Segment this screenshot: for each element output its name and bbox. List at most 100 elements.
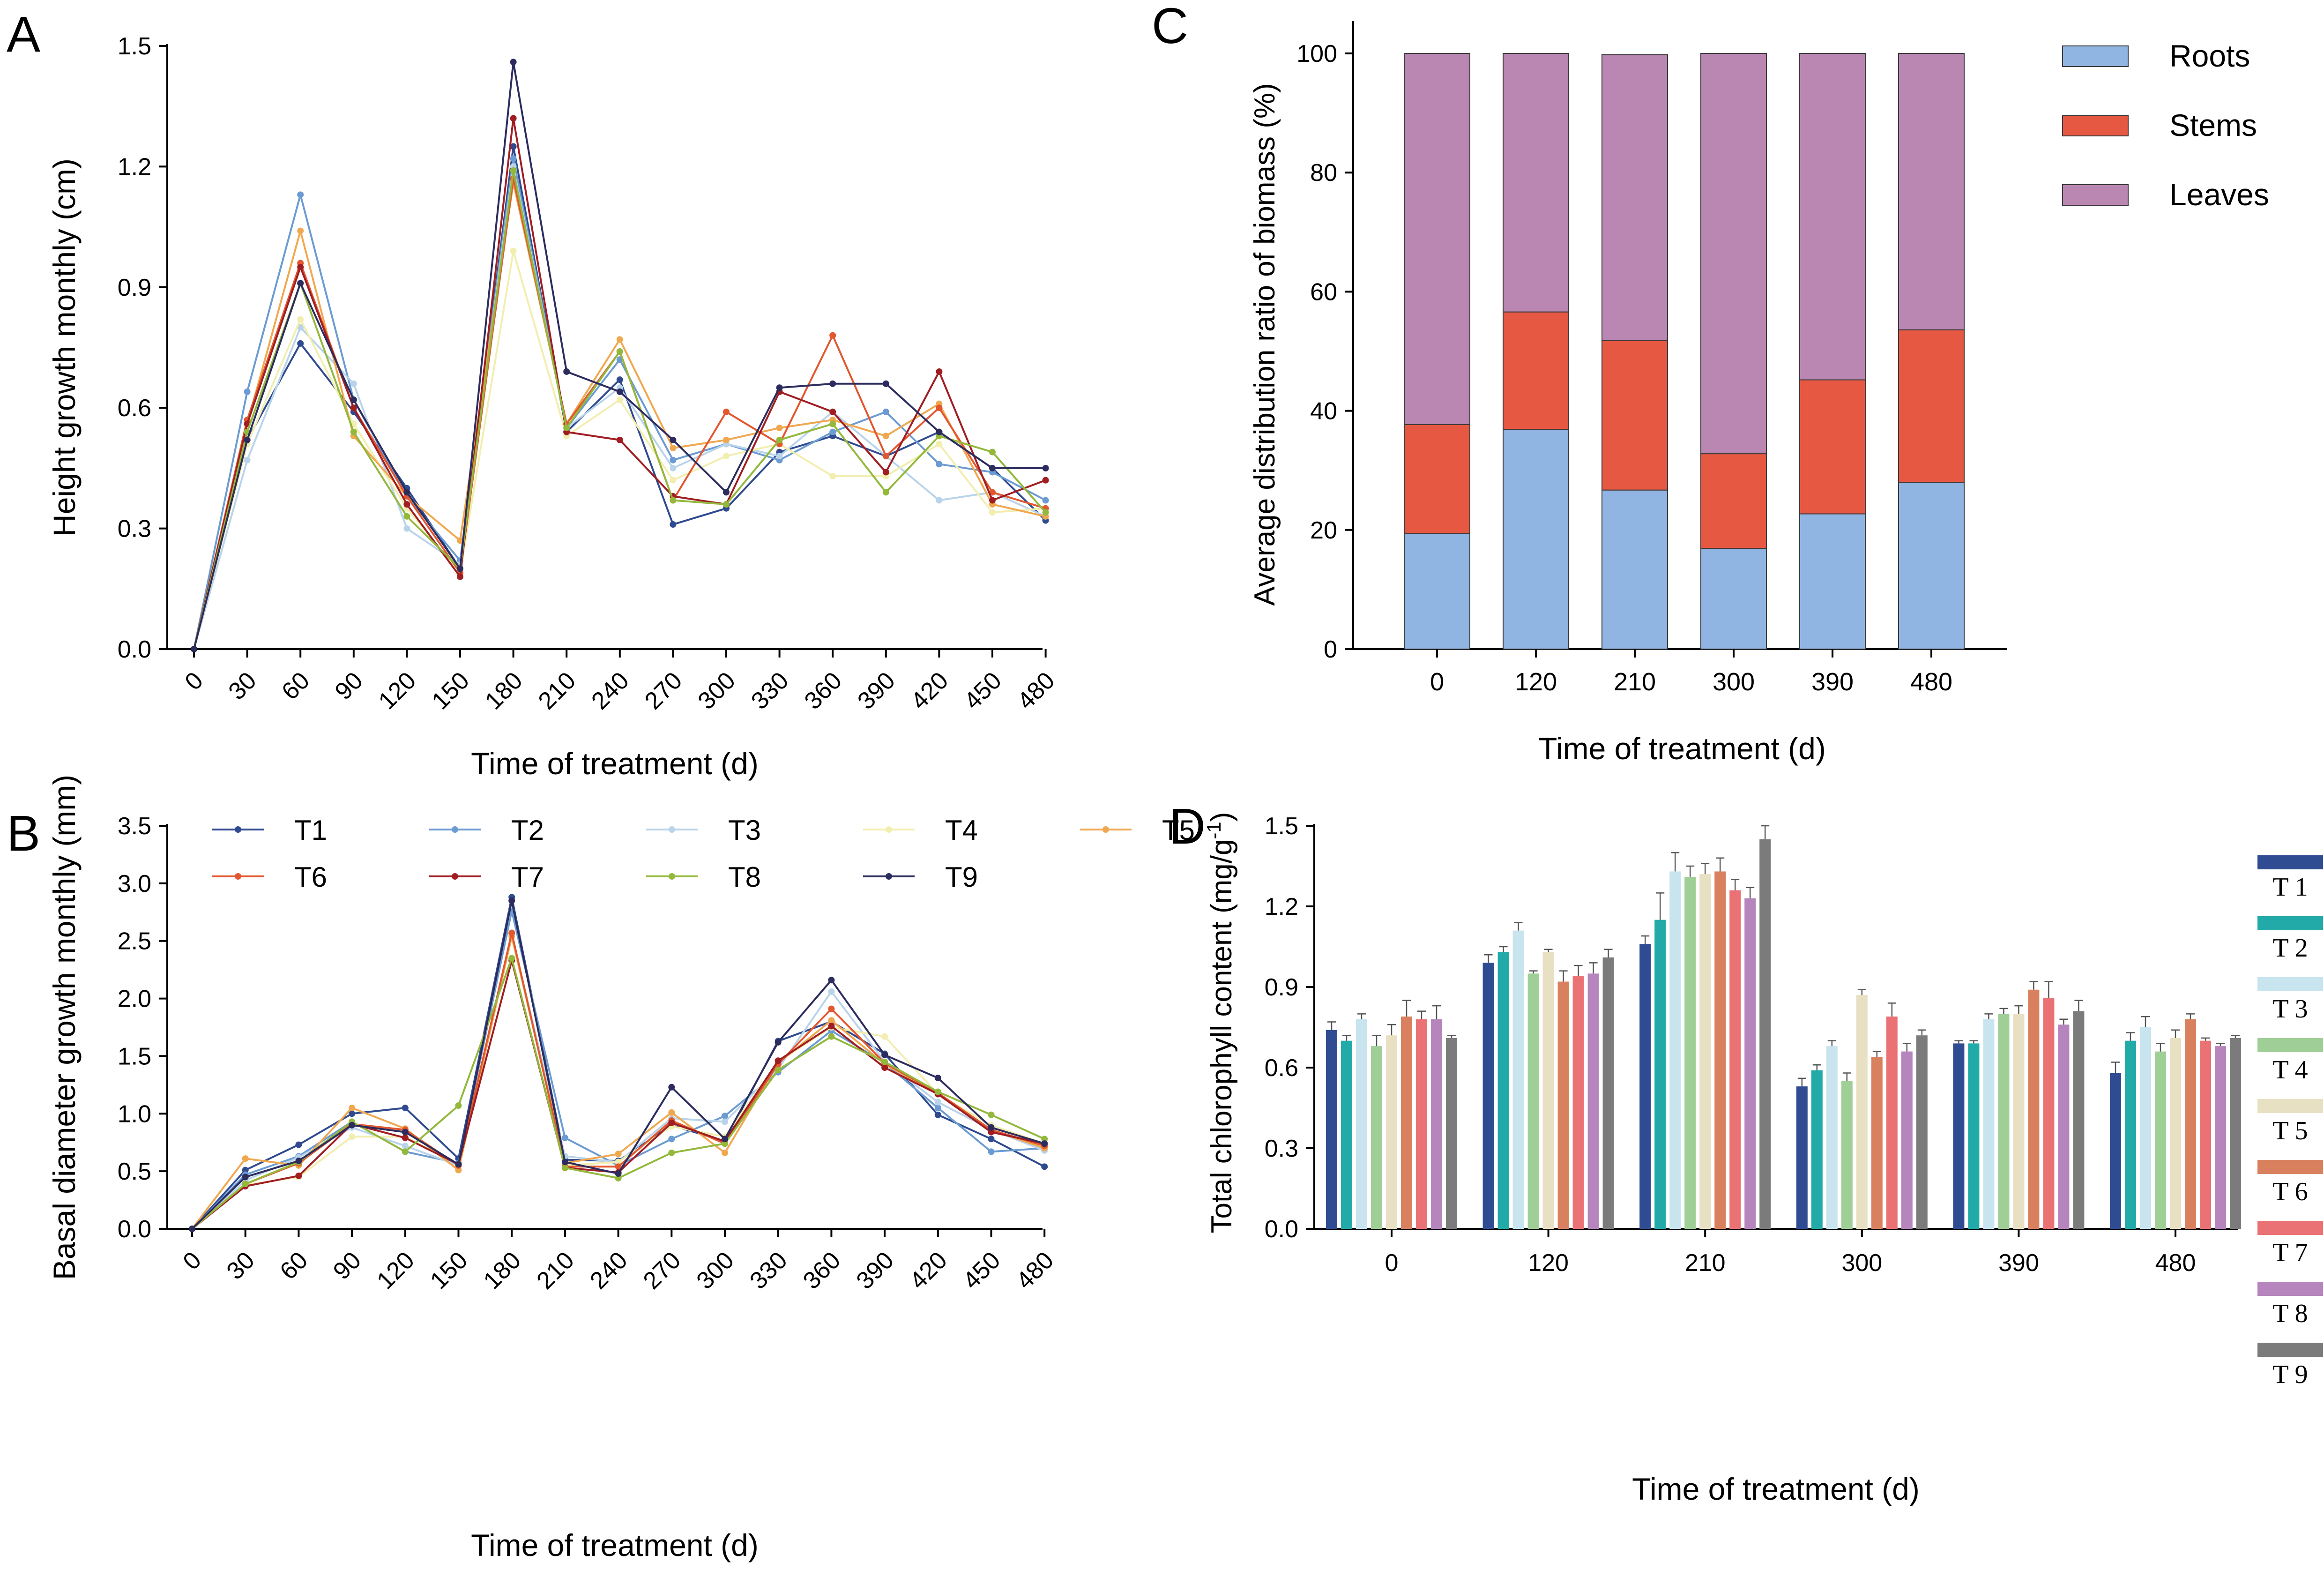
panel-b-legend-label-t3: T3 bbox=[728, 815, 761, 846]
panel-b-point-t2 bbox=[988, 1148, 995, 1155]
panel-b-legend-marker-t8 bbox=[669, 873, 675, 880]
panel-c-bar-stems bbox=[1799, 379, 1866, 515]
panel-d-bar-t1 bbox=[1796, 1086, 1808, 1229]
panel-a-x-tick-label: 0 bbox=[180, 667, 209, 695]
panel-a-x-tick-label: 150 bbox=[427, 667, 475, 715]
panel-b-y-tick-label: 3.0 bbox=[118, 870, 151, 897]
panel-a-y-tick-label: 0.6 bbox=[118, 395, 151, 422]
panel-d-y-tick-label: 0.3 bbox=[1265, 1135, 1298, 1162]
panel-b-x-tick-label: 300 bbox=[692, 1247, 739, 1294]
panel-a-point-t3 bbox=[670, 464, 677, 471]
panel-d-bar-t9 bbox=[1602, 957, 1614, 1229]
panel-a-point-t5 bbox=[723, 436, 730, 443]
panel-b-point-t9 bbox=[828, 977, 835, 984]
panel-d-legend-swatch-t1 bbox=[2257, 855, 2323, 869]
panel-a-point-t2 bbox=[936, 461, 943, 468]
panel-d-y-tick-label: 0.0 bbox=[1265, 1216, 1298, 1243]
panel-a-point-t9 bbox=[776, 384, 783, 391]
panel-c-x-tick-label: 210 bbox=[1614, 668, 1656, 696]
panel-d-bar-t7 bbox=[1886, 1017, 1898, 1229]
panel-a-point-t4 bbox=[297, 316, 304, 323]
panel-d-bar-t3 bbox=[2140, 1027, 2151, 1229]
panel-b-point-t8 bbox=[775, 1066, 782, 1073]
panel-c-x-tick-label: 120 bbox=[1515, 668, 1557, 696]
panel-d-bar-t1 bbox=[1326, 1030, 1337, 1229]
panel-b-point-t8 bbox=[402, 1148, 409, 1155]
panel-a-point-t5 bbox=[457, 537, 463, 544]
panel-b-point-t7 bbox=[775, 1057, 782, 1064]
panel-a-x-tick-label: 420 bbox=[906, 667, 953, 715]
panel-b-x-tick-label: 30 bbox=[222, 1247, 260, 1285]
panel-b-point-t9 bbox=[615, 1170, 622, 1177]
panel-a-line-chart: 0.0 0.3 0.6 0.9 1.2 1.5 0 30 60 90 120 150 180 210 240… bbox=[47, 33, 1060, 781]
panel-a-point-t1 bbox=[297, 340, 304, 347]
panel-d-bar-t9 bbox=[1916, 1035, 1928, 1229]
panel-b-point-t5 bbox=[615, 1151, 622, 1158]
panel-d-legend-swatch-t6 bbox=[2257, 1160, 2323, 1174]
panel-b-legend-label-t9: T9 bbox=[945, 861, 978, 893]
panel-c-bar-roots bbox=[1898, 482, 1965, 650]
panel-d-grouped-bar-chart: 0.0 0.3 0.6 0.9 1.2 1.5 0 120 210 300 390 480 Time o… bbox=[1203, 812, 2323, 1506]
panel-a-point-t8 bbox=[1042, 509, 1049, 516]
panel-b-point-t7 bbox=[988, 1129, 995, 1136]
panel-a-point-t8 bbox=[616, 348, 623, 355]
panel-d-legend-label-t8: T 8 bbox=[2272, 1299, 2308, 1328]
panel-a-point-t7 bbox=[936, 368, 943, 375]
panel-c-x-tick-label: 300 bbox=[1713, 668, 1755, 696]
panel-a-point-t2 bbox=[882, 408, 889, 415]
panel-b-legend-label-t8: T8 bbox=[728, 861, 761, 893]
panel-b-point-t9 bbox=[455, 1161, 462, 1168]
panel-a-point-t3 bbox=[350, 380, 357, 387]
panel-a-point-t6 bbox=[723, 408, 730, 415]
panel-b-point-t7 bbox=[881, 1064, 888, 1071]
panel-d-bar-t2 bbox=[1654, 920, 1666, 1229]
panel-a-point-t7 bbox=[297, 263, 304, 270]
panel-a-point-t7 bbox=[1042, 477, 1049, 484]
panel-label-b: B bbox=[7, 805, 40, 861]
panel-b-x-tick-label: 270 bbox=[638, 1247, 686, 1294]
panel-a-point-t9 bbox=[670, 436, 677, 443]
panel-d-bar-t4 bbox=[1371, 1046, 1382, 1229]
panel-d-y-tick-label: 0.9 bbox=[1265, 974, 1298, 1001]
panel-c-y-tick-label: 40 bbox=[1310, 398, 1337, 425]
panel-d-x-tick-label: 300 bbox=[1841, 1249, 1882, 1277]
panel-d-bar-t4 bbox=[1998, 1014, 2010, 1229]
panel-d-bar-t2 bbox=[1811, 1070, 1823, 1229]
panel-a-x-tick-label: 30 bbox=[223, 667, 262, 705]
panel-b-point-t9 bbox=[189, 1226, 195, 1232]
panel-c-bar-roots bbox=[1503, 429, 1569, 650]
panel-d-y-axis-title: Total chlorophyll content (mg/g-1) bbox=[1203, 812, 1238, 1234]
panel-b-legend-marker-t3 bbox=[669, 826, 675, 833]
panel-d-legend-swatch-t5 bbox=[2257, 1099, 2323, 1113]
panel-a-y-tick-label: 0.0 bbox=[118, 636, 151, 663]
panel-b-point-t9 bbox=[775, 1039, 782, 1046]
panel-d-bar-t3 bbox=[1826, 1046, 1838, 1229]
panel-c-bar-stems bbox=[1503, 311, 1569, 430]
panel-a-point-t9 bbox=[882, 380, 889, 387]
panel-b-point-t8 bbox=[561, 1164, 568, 1171]
panel-a-point-t5 bbox=[616, 336, 623, 343]
panel-b-y-tick-label: 0.5 bbox=[118, 1158, 151, 1185]
panel-a-point-t3 bbox=[936, 497, 943, 504]
panel-c-legend-label-roots: Roots bbox=[2169, 38, 2250, 73]
panel-a-point-t2 bbox=[670, 456, 677, 464]
panel-a-x-axis-title: Time of treatment (d) bbox=[471, 746, 759, 781]
panel-c-y-tick-label: 0 bbox=[1324, 636, 1337, 663]
panel-d-bar-t4 bbox=[2155, 1051, 2166, 1229]
panel-d-y-tick-label: 0.6 bbox=[1265, 1054, 1298, 1082]
panel-b-legend-marker-t1 bbox=[235, 826, 241, 833]
panel-a-y-tick-label: 0.3 bbox=[118, 516, 151, 543]
panel-c-legend-swatch-stems bbox=[2062, 115, 2129, 136]
panel-d-bar-t5 bbox=[1699, 874, 1711, 1229]
panel-b-point-t3 bbox=[402, 1143, 409, 1150]
panel-a-point-t3 bbox=[297, 324, 304, 331]
panel-d-legend-label-t7: T 7 bbox=[2272, 1238, 2308, 1267]
panel-a-series-line-t5 bbox=[193, 182, 1046, 650]
panel-a-point-t8 bbox=[882, 489, 889, 496]
panel-b-x-tick-label: 180 bbox=[478, 1247, 526, 1294]
panel-b-legend-marker-t7 bbox=[452, 873, 458, 880]
panel-b-point-t5 bbox=[828, 1017, 835, 1024]
panel-b-point-t7 bbox=[668, 1119, 675, 1126]
panel-b-point-t8 bbox=[615, 1174, 622, 1181]
panel-d-legend-label-t9: T 9 bbox=[2272, 1360, 2308, 1389]
